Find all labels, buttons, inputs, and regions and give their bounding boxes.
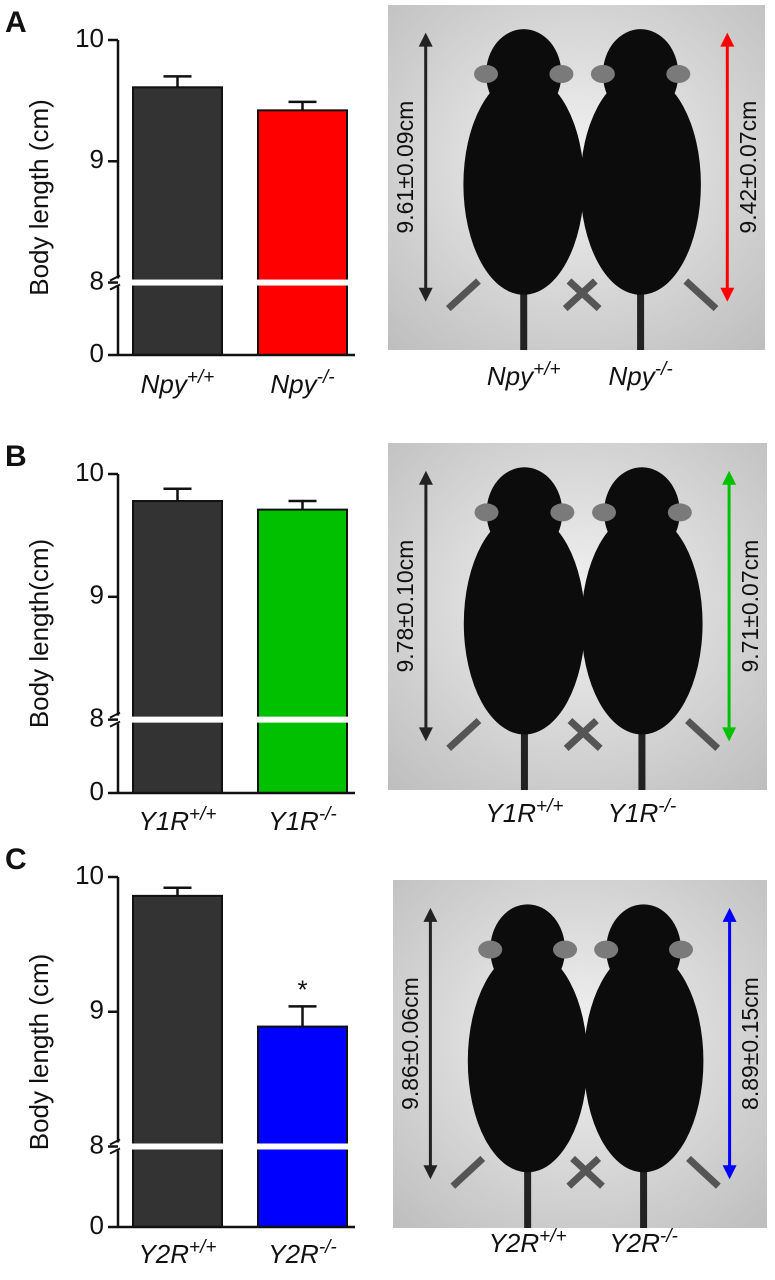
mouse-foot bbox=[445, 278, 481, 312]
photo-length-label: 9.61±0.09cm bbox=[392, 101, 418, 234]
arrow-head bbox=[418, 470, 433, 485]
arrow-head bbox=[722, 907, 737, 922]
break-mark bbox=[109, 720, 121, 728]
axis-break-gap bbox=[112, 279, 352, 286]
mouse-head bbox=[604, 467, 680, 558]
x-tick-label: Y1R+/+ bbox=[138, 804, 216, 837]
photo-length-label: 8.89±0.15cm bbox=[737, 977, 763, 1110]
mouse-ear bbox=[474, 65, 499, 83]
bar bbox=[257, 1025, 348, 1229]
y-tick-label: 0 bbox=[90, 776, 104, 806]
photo-caption: Npy+/+ bbox=[487, 359, 561, 392]
mouse-ear bbox=[666, 65, 691, 83]
mouse-body bbox=[463, 512, 586, 735]
arrow-head bbox=[423, 1165, 438, 1180]
annotation: * bbox=[297, 974, 307, 1004]
y-tick-label: 10 bbox=[75, 23, 104, 53]
mouse-head bbox=[490, 904, 566, 995]
photo-caption: Y2R-/- bbox=[609, 1226, 678, 1259]
y-axis-label: Body length(cm) bbox=[24, 539, 54, 728]
mouse-foot bbox=[562, 278, 598, 312]
y-tick-label: 0 bbox=[90, 338, 104, 368]
mouse-foot bbox=[563, 718, 599, 751]
x-tick-label: Npy+/+ bbox=[141, 367, 215, 400]
x-tick-label: Y2R+/+ bbox=[138, 1237, 216, 1270]
mouse-head bbox=[602, 29, 679, 119]
mouse-foot bbox=[566, 1155, 602, 1189]
mouse-ear bbox=[590, 65, 615, 83]
bar bbox=[257, 109, 348, 357]
y-tick-label: 8 bbox=[90, 265, 104, 295]
mouse-ear bbox=[549, 65, 574, 83]
mouse-foot bbox=[450, 1155, 486, 1189]
mouse-foot bbox=[686, 1155, 721, 1189]
break-mark bbox=[109, 711, 121, 719]
y-tick-label: 0 bbox=[90, 1210, 104, 1240]
arrow-head bbox=[720, 287, 735, 302]
y-tick-label: 8 bbox=[90, 703, 104, 733]
break-mark bbox=[109, 283, 121, 291]
panel-label: A bbox=[5, 6, 27, 39]
break-mark bbox=[109, 274, 121, 282]
mouse-body bbox=[580, 73, 701, 295]
photo-caption: Y2R+/+ bbox=[489, 1226, 567, 1259]
mouse-foot bbox=[446, 718, 482, 751]
mouse-body bbox=[583, 949, 704, 1173]
x-tick-label: Y1R-/- bbox=[268, 804, 337, 837]
axis-break-gap bbox=[112, 1143, 352, 1150]
photo-caption: Y1R+/+ bbox=[485, 796, 563, 829]
mouse-ear bbox=[592, 503, 617, 522]
arrow-head bbox=[722, 1165, 737, 1180]
y-tick-label: 9 bbox=[90, 580, 104, 610]
bar bbox=[132, 894, 223, 1228]
arrow-head bbox=[722, 470, 737, 485]
mouse-ear bbox=[474, 503, 499, 522]
mouse-ear bbox=[668, 940, 693, 959]
mouse-ear bbox=[594, 940, 619, 959]
y-tick-label: 9 bbox=[90, 144, 104, 174]
mouse-head bbox=[486, 29, 562, 119]
mouse-foot bbox=[685, 718, 721, 751]
photo-length-label: 9.78±0.10cm bbox=[392, 540, 418, 673]
photo-caption: Npy-/- bbox=[608, 359, 672, 392]
bar bbox=[132, 86, 223, 357]
photo-length-label: 9.42±0.07cm bbox=[735, 101, 761, 234]
bar bbox=[257, 508, 348, 794]
break-mark bbox=[109, 1147, 121, 1155]
photo-length-label: 9.71±0.07cm bbox=[737, 540, 763, 673]
mouse-ear bbox=[667, 503, 692, 522]
panel-label: B bbox=[5, 440, 27, 473]
y-tick-label: 9 bbox=[90, 995, 104, 1025]
photo-length-label: 9.86±0.06cm bbox=[397, 977, 423, 1110]
axis-break-gap bbox=[112, 716, 352, 723]
arrow-head bbox=[418, 287, 433, 302]
arrow-head bbox=[418, 727, 433, 742]
mouse-head bbox=[486, 467, 563, 558]
break-mark bbox=[109, 1138, 121, 1146]
arrow-head bbox=[418, 32, 433, 47]
x-tick-label: Npy-/- bbox=[270, 367, 334, 400]
arrow-head bbox=[423, 907, 438, 922]
bar bbox=[132, 500, 223, 794]
mouse-body bbox=[581, 512, 703, 735]
arrow-head bbox=[720, 32, 735, 47]
photo-caption: Y1R-/- bbox=[608, 796, 677, 829]
y-tick-label: 10 bbox=[75, 457, 104, 487]
mouse-foot bbox=[683, 278, 719, 312]
y-axis-label: Body length (cm) bbox=[24, 99, 54, 296]
mouse-ear bbox=[550, 503, 575, 522]
arrow-head bbox=[722, 727, 737, 742]
mouse-body bbox=[463, 73, 585, 295]
mouse-ear bbox=[553, 940, 578, 959]
y-axis-label: Body length (cm) bbox=[24, 954, 54, 1151]
y-tick-label: 8 bbox=[90, 1129, 104, 1159]
mouse-head bbox=[606, 904, 681, 995]
y-tick-label: 10 bbox=[75, 860, 104, 890]
panel-label: C bbox=[5, 843, 27, 876]
mouse-ear bbox=[478, 940, 503, 959]
x-tick-label: Y2R-/- bbox=[268, 1237, 337, 1270]
mouse-body bbox=[467, 949, 588, 1173]
